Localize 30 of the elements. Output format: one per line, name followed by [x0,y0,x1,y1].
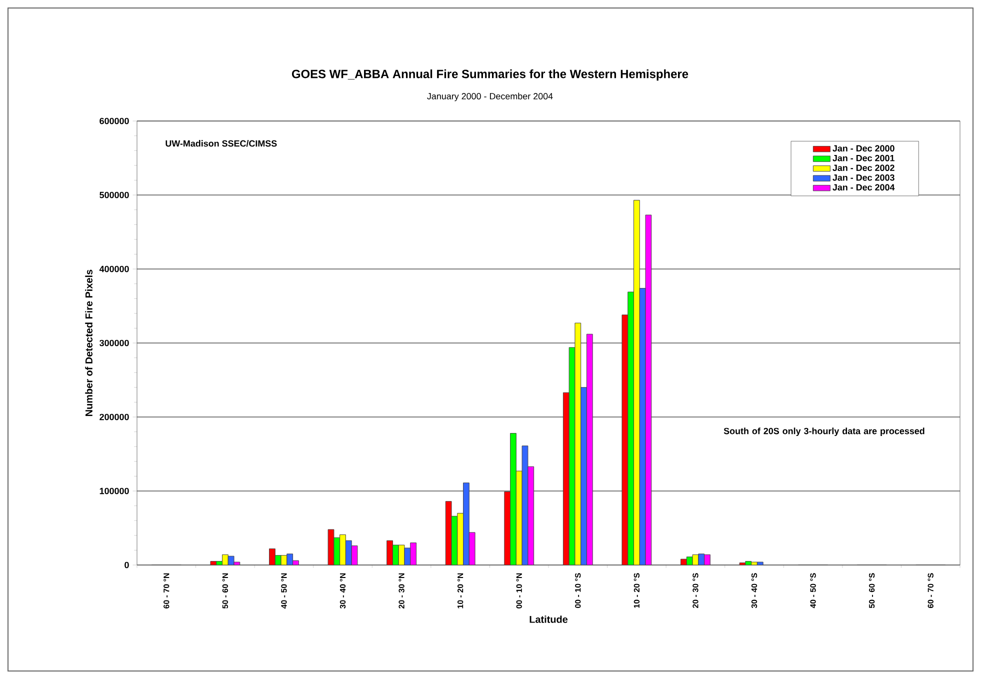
bar [386,540,393,565]
annotation: South of 20S only 3-hourly data are processed [724,428,924,436]
legend-label: Jan - Dec 2001 [832,154,894,162]
y-axis-title: Number of Detected Fire Pixels [85,270,92,416]
legend-label: Jan - Dec 2000 [832,145,894,152]
y-tick-label: 200000 [100,414,129,420]
bar [410,542,416,565]
bar [633,200,640,565]
bar [463,482,470,565]
x-axis-title: Latitude [530,616,568,623]
bar [340,534,346,565]
bar [562,392,570,565]
legend-label: Jan - Dec 2002 [832,164,894,172]
chart-subtitle: January 2000 - December 2004 [427,92,553,102]
bar [580,387,587,565]
y-tick-label: 300000 [100,340,129,346]
y-tick-label: 500000 [100,192,129,198]
bar [504,491,511,565]
bar [510,433,516,565]
y-tick-label: 0 [124,562,129,568]
annotation: UW-Madison SSEC/CIMSS [166,140,277,147]
legend-label: Jan - Dec 2004 [832,184,895,191]
bar [457,512,464,565]
y-tick-label: 400000 [99,266,129,272]
legend-label: Jan - Dec 2003 [832,174,894,181]
bar [586,334,593,565]
y-tick-label: 600000 [100,118,129,124]
bar [628,292,634,565]
y-tick-label: 100000 [100,488,129,494]
chart-title: GOES WF_ABBA Annual Fire Summaries for the Western Hemisphere [292,69,688,81]
